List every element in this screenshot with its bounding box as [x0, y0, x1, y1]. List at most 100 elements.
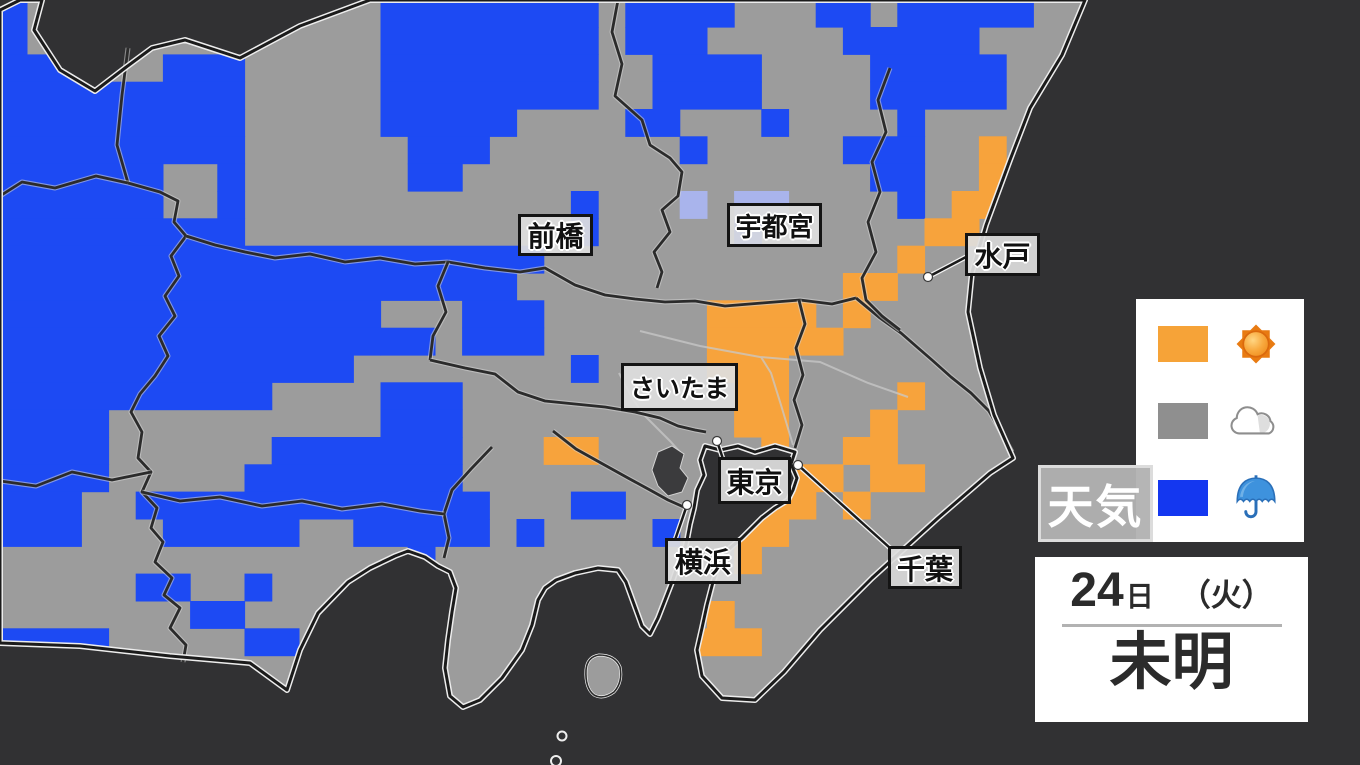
- weather-cell-sunny: [543, 437, 599, 465]
- weather-cell-rain: [462, 300, 545, 329]
- weather-cell-rain: [380, 0, 599, 28]
- weather-cell-rain: [162, 54, 246, 83]
- weather-cell-rain: [870, 81, 1007, 110]
- city-label-text: 水戸: [974, 240, 1031, 272]
- weather-cell-rain: [0, 437, 110, 465]
- weather-cell-rain: [625, 0, 735, 28]
- city-label-text: 千葉: [896, 553, 953, 585]
- weather-cell-rain: [761, 109, 790, 137]
- weather-cell-sunny: [870, 464, 926, 493]
- legend-panel: [1136, 299, 1304, 542]
- weather-cell-rain: [0, 491, 82, 520]
- weather-cell-rain: [380, 54, 599, 83]
- date-panel: 24 日 （火） 未明: [1035, 557, 1308, 722]
- oshima-island-outline: [585, 654, 622, 698]
- tokyo-port-water: [651, 445, 689, 497]
- weather-cell-rain: [244, 628, 300, 657]
- weather-cell-rain: [380, 382, 463, 411]
- weather-cell-rain: [190, 601, 246, 629]
- weather-cell-rain: [897, 109, 926, 137]
- weather-cell-rain: [380, 327, 436, 356]
- date-line: 24 日 （火）: [1070, 567, 1272, 615]
- prefecture-border-line: [552, 429, 687, 510]
- weather-badge: 天気: [1038, 465, 1153, 542]
- weather-cell-sunny: [897, 245, 926, 274]
- islet: [550, 755, 562, 765]
- prefecture-border-line: [127, 181, 188, 663]
- weather-cell-rain: [815, 0, 871, 28]
- weather-cell-rain: [0, 327, 382, 356]
- weather-cell-rain: [0, 27, 28, 55]
- prefecture-border-line: [860, 67, 901, 332]
- prefecture-border-line: [442, 446, 494, 559]
- weather-cell-sunny: [842, 273, 898, 301]
- weather-cell-rain: [162, 519, 300, 547]
- prefecture-border-line: [0, 174, 129, 198]
- prefecture-border-line: [428, 261, 450, 361]
- city-label-text: 前橋: [527, 221, 584, 252]
- city-label-saitama: さいたま: [621, 363, 738, 411]
- weather-cell-sleet: [679, 191, 708, 219]
- weather-cell-rain: [0, 409, 110, 438]
- weather-cell-rain: [625, 27, 708, 55]
- weather-cell-sunny: [734, 409, 790, 438]
- date-weekday: （火）: [1179, 578, 1273, 613]
- city-label-text: さいたま: [629, 375, 730, 403]
- city-label-yokohama: 横浜: [665, 538, 741, 584]
- legend-item-rainy: [1136, 472, 1304, 524]
- city-label-text: 東京: [726, 466, 783, 498]
- umbrella-icon: [1230, 472, 1282, 524]
- weather-cell-rain: [217, 163, 246, 192]
- sunny-color-swatch: [1158, 325, 1208, 362]
- weather-cell-rain: [570, 491, 626, 520]
- weather-cell-rain: [0, 300, 382, 329]
- weather-cell-rain: [244, 464, 463, 493]
- weather-cell-sunny: [870, 409, 898, 438]
- weather-cell-rain: [353, 519, 490, 547]
- weather-cell-sunny: [897, 382, 926, 411]
- cloud-icon: [1230, 395, 1282, 447]
- weather-cell-sunny: [978, 136, 1007, 165]
- weather-cell-rain: [570, 355, 599, 383]
- city-label-tokyo: 東京: [718, 457, 791, 504]
- weather-cell-rain: [0, 273, 518, 301]
- prefecture-border-line: [610, 0, 684, 289]
- weather-cell-rain: [870, 54, 1007, 83]
- date-divider: [1061, 624, 1282, 627]
- city-label-mito: 水戸: [965, 233, 1040, 276]
- prefecture-border-line: [429, 358, 707, 434]
- legend-item-cloudy: [1136, 395, 1304, 447]
- weather-cell-rain: [380, 409, 463, 438]
- city-dot-yokohama: [681, 499, 693, 511]
- weather-cell-rain: [652, 81, 762, 110]
- weather-cell-rain: [380, 27, 599, 55]
- rainy-color-swatch: [1158, 479, 1208, 516]
- sun-icon: [1230, 318, 1282, 370]
- leader-line-chiba: [797, 464, 891, 549]
- city-label-maebashi: 前橋: [518, 214, 593, 256]
- leader-line-yokohama: [673, 504, 689, 541]
- weather-cell-rain: [897, 191, 926, 219]
- weather-cell-rain: [462, 327, 545, 356]
- weather-cell-sunny: [842, 437, 898, 465]
- prefecture-border-line: [447, 260, 857, 308]
- city-label-chiba: 千葉: [888, 546, 962, 589]
- weather-cell-rain: [407, 136, 490, 165]
- weather-cell-rain: [380, 81, 599, 110]
- city-dot-tokyo: [711, 435, 723, 447]
- date-day-unit: 日: [1125, 581, 1154, 612]
- weather-badge-label: 天気: [1047, 480, 1144, 533]
- coastline: [0, 0, 1087, 709]
- weather-cell-sunny: [706, 601, 735, 629]
- weather-cell-rain: [271, 437, 463, 465]
- weather-cell-rain: [842, 27, 980, 55]
- weather-cell-rain: [897, 0, 1034, 28]
- weather-cell-rain: [380, 109, 518, 137]
- islands: [550, 653, 623, 765]
- weather-cell-rain: [0, 355, 354, 383]
- city-dot-chiba: [792, 459, 804, 471]
- cloudy-color-swatch: [1158, 402, 1208, 439]
- weather-cell-rain: [0, 191, 164, 219]
